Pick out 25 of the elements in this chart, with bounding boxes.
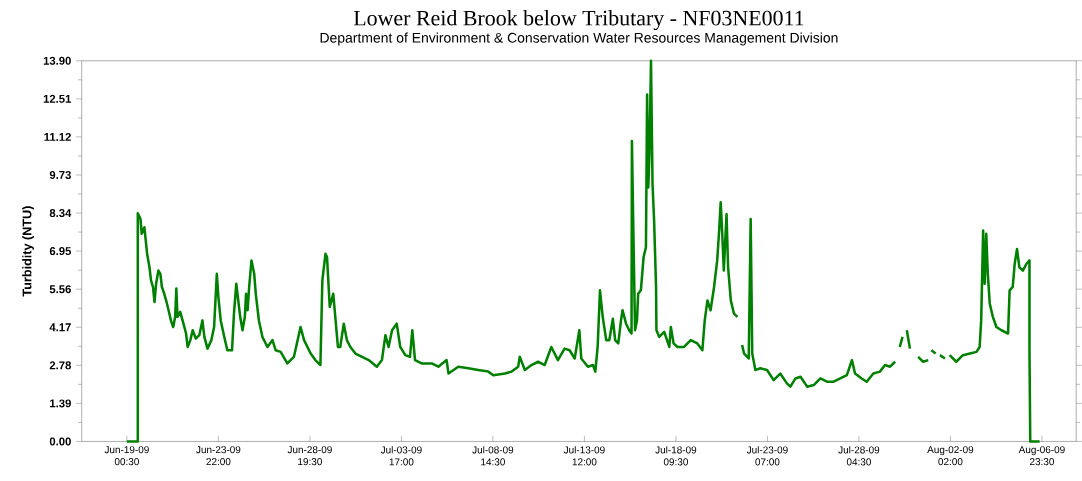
y-tick-label: 6.95 bbox=[49, 246, 72, 255]
x-tick-label: Jun-19-09 00:30 bbox=[104, 445, 149, 466]
y-tick-label: 1.39 bbox=[50, 399, 71, 408]
chart-title: Lower Reid Brook below Tributary - NF03NE0011 bbox=[353, 9, 804, 30]
y-tick-label: 4.17 bbox=[49, 323, 71, 331]
x-tick-label: Jul-08-09 14:30 bbox=[472, 446, 514, 466]
y-tick-label: 2.78 bbox=[49, 361, 72, 370]
y-axis-title: Turbidity (NTU) bbox=[22, 206, 34, 297]
y-tick-label: 12.51 bbox=[43, 94, 72, 103]
y-tick-label: 11.12 bbox=[44, 132, 71, 141]
x-tick-label: Jul-23-09 07:00 bbox=[746, 446, 788, 466]
y-tick-label: 9.73 bbox=[49, 170, 71, 179]
y-tick-label: 5.56 bbox=[49, 285, 71, 294]
y-tick-label: 0.00 bbox=[49, 437, 71, 446]
x-tick-label: Jul-13-09 12:00 bbox=[563, 446, 605, 466]
y-tick-label: 13.90 bbox=[43, 56, 71, 65]
x-tick-label: Jun-28-09 19:30 bbox=[287, 445, 332, 466]
y-tick-label: 8.34 bbox=[49, 208, 72, 217]
x-tick-label: Aug-02-09 02:00 bbox=[927, 445, 974, 466]
x-tick-label: Jun-23-09 22:00 bbox=[196, 445, 241, 466]
x-tick-label: Aug-06-09 23:30 bbox=[1018, 445, 1065, 466]
chart-subtitle: Department of Environment & Conservation Water Resources Management Division bbox=[320, 32, 838, 46]
x-tick-label: Jul-28-09 04:30 bbox=[838, 446, 880, 466]
x-tick-label: Jul-18-09 09:30 bbox=[655, 446, 697, 466]
x-tick-label: Jul-03-09 17:00 bbox=[380, 446, 422, 466]
